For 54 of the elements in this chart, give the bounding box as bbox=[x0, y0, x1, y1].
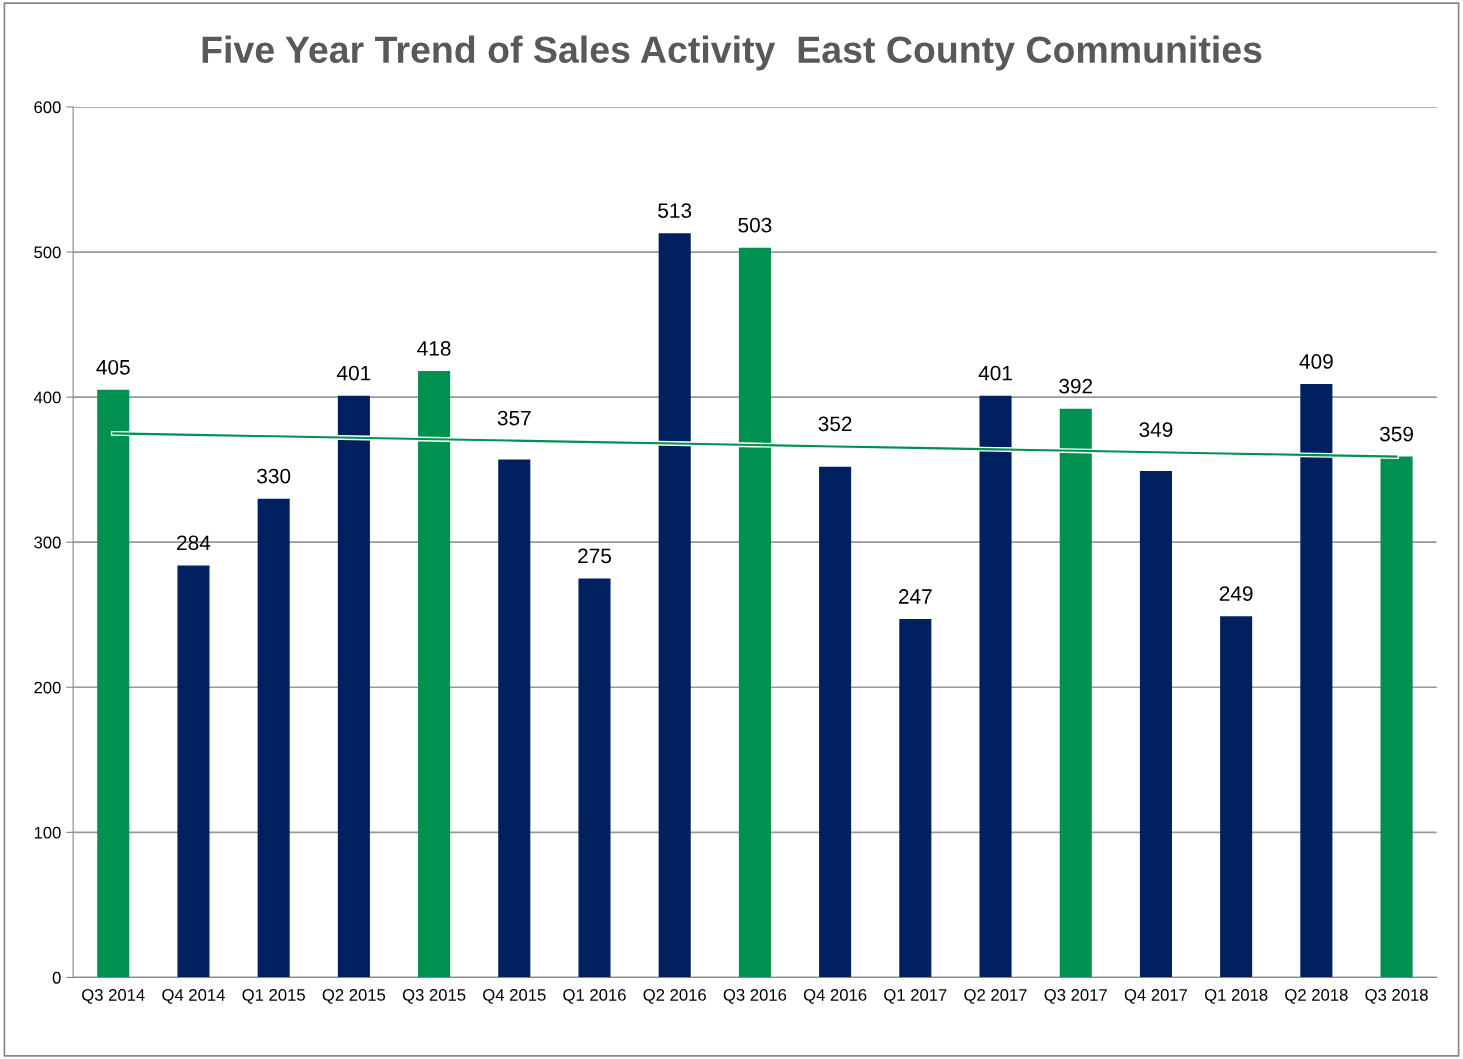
bar bbox=[578, 578, 611, 978]
y-tick-label: 600 bbox=[34, 101, 61, 114]
y-tick-label: 200 bbox=[34, 681, 61, 694]
x-tick-label: Q4 2016 bbox=[803, 989, 867, 1004]
y-tick-label: 400 bbox=[33, 391, 61, 404]
x-tick-label: Q1 2017 bbox=[884, 989, 947, 1004]
x-tick-label: Q1 2018 bbox=[1204, 989, 1268, 1004]
bar bbox=[899, 619, 932, 978]
chart-title: Five Year Trend of Sales Activity East County Communities bbox=[202, 35, 1262, 71]
data-label: 249 bbox=[1219, 586, 1253, 601]
y-tick-label: 0 bbox=[52, 971, 61, 984]
data-label: 513 bbox=[658, 203, 692, 218]
bar bbox=[498, 459, 531, 978]
bar bbox=[337, 395, 370, 978]
x-tick-label: Q2 2018 bbox=[1285, 989, 1348, 1004]
data-label: 357 bbox=[497, 410, 531, 426]
data-label: 247 bbox=[898, 589, 932, 604]
x-tick-label: Q4 2015 bbox=[483, 989, 546, 1004]
y-tick-label: 500 bbox=[34, 246, 61, 259]
data-label: 275 bbox=[578, 548, 611, 564]
data-label: 405 bbox=[96, 359, 130, 375]
bar bbox=[979, 395, 1012, 978]
x-tick-label: Q3 2014 bbox=[82, 989, 145, 1004]
x-tick-label: Q4 2017 bbox=[1124, 989, 1188, 1004]
x-tick-label: Q1 2016 bbox=[563, 989, 626, 1004]
bar bbox=[819, 466, 852, 978]
x-tick-label: Q3 2018 bbox=[1365, 989, 1428, 1004]
x-tick-label: Q4 2014 bbox=[162, 989, 225, 1004]
x-tick-label: Q3 2015 bbox=[402, 989, 466, 1004]
data-label: 503 bbox=[738, 217, 772, 233]
x-tick-label: Q2 2017 bbox=[964, 989, 1027, 1004]
bar bbox=[1300, 384, 1333, 978]
x-tick-label: Q3 2016 bbox=[723, 989, 787, 1004]
data-label: 330 bbox=[257, 468, 291, 484]
bar bbox=[257, 498, 290, 978]
x-tick-label: Q2 2016 bbox=[643, 989, 706, 1004]
x-tick-label: Q1 2015 bbox=[242, 989, 305, 1004]
y-tick-label: 300 bbox=[34, 536, 61, 549]
bar bbox=[658, 233, 691, 978]
data-label: 409 bbox=[1299, 354, 1333, 369]
data-label: 392 bbox=[1059, 378, 1093, 394]
bar bbox=[177, 565, 210, 978]
data-label: 401 bbox=[978, 365, 1012, 381]
x-tick-label: Q2 2015 bbox=[322, 989, 386, 1004]
data-label: 284 bbox=[177, 535, 211, 551]
bar bbox=[1220, 616, 1253, 978]
data-label: 359 bbox=[1379, 426, 1413, 442]
data-label: 352 bbox=[818, 416, 852, 432]
bar bbox=[1139, 471, 1172, 978]
data-label: 418 bbox=[417, 341, 451, 356]
y-tick-label: 100 bbox=[34, 826, 61, 839]
data-label: 349 bbox=[1139, 422, 1173, 438]
x-tick-label: Q3 2017 bbox=[1044, 989, 1107, 1004]
data-label: 401 bbox=[336, 365, 371, 381]
